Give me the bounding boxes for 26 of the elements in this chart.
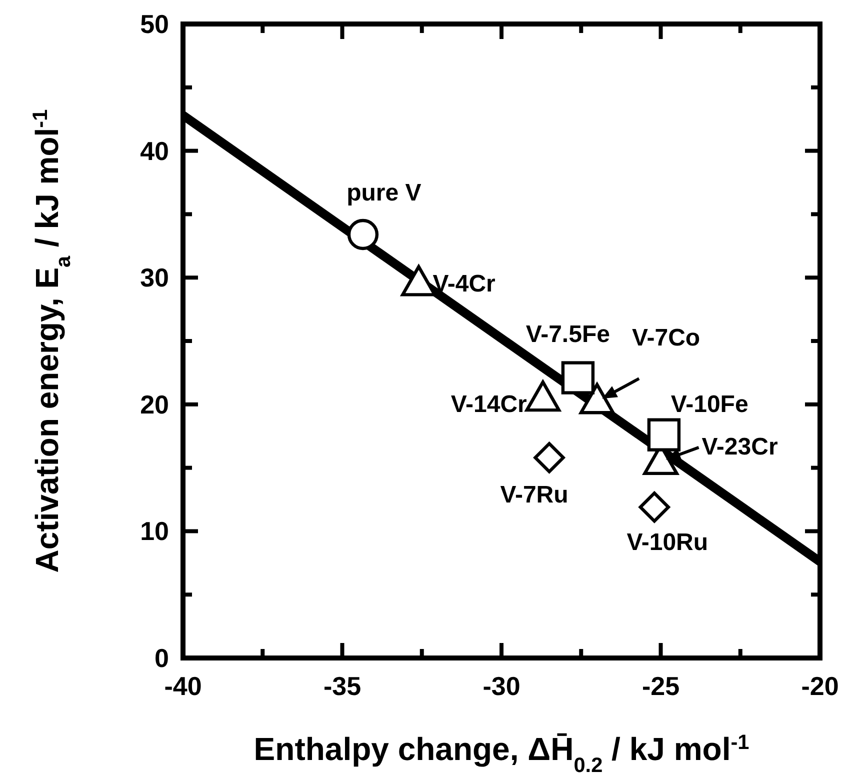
y-tick-label: 0 [154,643,169,673]
point [561,361,595,394]
x-axis-title: Enthalpy change, ΔH̄$_{0.2}$ / kJ mol$^{-1}$ [254,730,750,776]
y-tick-label: 10 [140,516,169,546]
annotation: V-7Co [632,324,700,352]
point [647,418,681,452]
annotation: V-23Cr [702,433,778,460]
annotation: V-7.5Fe [526,320,610,348]
x-tick-label: -25 [642,671,680,701]
x-tick-label: -20 [801,671,839,701]
y-tick-label: 40 [140,136,169,166]
x-tick-label: -40 [164,671,202,701]
point [534,442,565,474]
annotation: V-10Fe [670,390,748,418]
x-tick-label: -30 [482,671,520,701]
y-tick-label: 50 [140,9,169,39]
annotation: V-7Ru [500,482,568,509]
annotation: pure V [346,179,422,206]
annotation: V-4Cr [432,270,496,298]
point [347,218,379,250]
x-tick-label: -35 [323,671,362,701]
y-tick-label: 20 [140,389,169,420]
point [638,492,670,523]
annotation: V-10Ru [626,529,708,556]
y-tick-label: 30 [140,262,169,293]
annotation: V-14Cr [450,391,527,418]
